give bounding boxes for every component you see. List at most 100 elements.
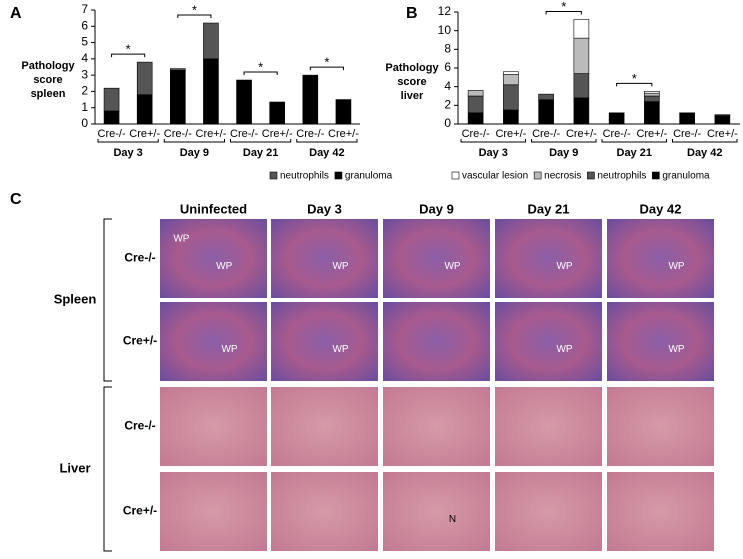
legend-label: granuloma (662, 171, 710, 182)
y-tick-label: 12 (438, 4, 452, 18)
bar-segment (335, 99, 352, 125)
group-bracket (230, 139, 292, 143)
histology-image (160, 219, 267, 298)
panel-label: C (10, 191, 22, 208)
histology-image (271, 387, 378, 466)
x-tick-label: Cre-/- (230, 128, 258, 140)
histology-image (607, 302, 714, 381)
histology-image (160, 387, 267, 466)
y-tick-label: 6 (444, 60, 451, 74)
group-label: Day 42 (687, 147, 722, 159)
bar-segment (103, 110, 120, 125)
x-tick-label: Cre-/- (164, 128, 192, 140)
y-axis-label: Pathology (385, 62, 439, 74)
histology-image (495, 219, 602, 298)
y-tick-label: 2 (444, 98, 451, 112)
histology-image (495, 302, 602, 381)
image-label: WP (221, 344, 237, 355)
histology-image (495, 387, 602, 466)
bar-segment (644, 92, 660, 97)
y-tick-label: 0 (81, 116, 88, 130)
bar-segment (203, 58, 219, 125)
x-tick-label: Cre-/- (532, 128, 560, 140)
y-axis-label: score (397, 76, 426, 88)
x-tick-label: Cre-/- (673, 128, 701, 140)
bar-segment (467, 112, 484, 125)
group-label: Day 9 (180, 147, 209, 159)
group-bracket (103, 218, 112, 382)
column-header: Day 42 (640, 201, 682, 216)
histology-image (383, 472, 490, 551)
histology-image (607, 219, 714, 298)
group-label: Day 42 (309, 147, 344, 159)
bar-segment (714, 115, 731, 125)
histology-image (271, 302, 378, 381)
x-tick-label: Cre+/- (707, 128, 738, 140)
image-label: WP (332, 344, 348, 355)
significance-label: * (561, 0, 566, 14)
legend-swatch (652, 171, 660, 180)
bar-segment (573, 19, 590, 39)
row-label: Cre+/- (123, 504, 157, 518)
y-tick-label: 4 (444, 79, 451, 93)
x-tick-label: Cre+/- (495, 128, 526, 140)
x-tick-label: Cre+/- (328, 128, 359, 140)
significance-bracket (177, 14, 212, 19)
significance-label: * (632, 71, 637, 86)
bar-segment (467, 90, 484, 97)
group-bracket (531, 139, 597, 143)
significance-label: * (258, 59, 263, 74)
bar-segment (679, 112, 695, 125)
x-tick-label: Cre-/- (462, 128, 490, 140)
legend-swatch (269, 171, 278, 180)
histology-image (383, 302, 490, 381)
y-axis-label: spleen (31, 88, 66, 100)
histology-image (607, 472, 714, 551)
image-label: WP (556, 261, 572, 272)
legend-swatch (334, 171, 343, 180)
bar-segment (714, 114, 731, 116)
bar-segment (538, 99, 554, 125)
group-label: Day 21 (243, 147, 278, 159)
group-label: Day 9 (549, 147, 578, 159)
bar-segment (136, 94, 153, 125)
significance-bracket (616, 82, 653, 87)
y-tick-label: 4 (81, 51, 88, 65)
bar-segment (573, 37, 590, 74)
bar-segment (503, 71, 519, 75)
image-label: WP (556, 344, 572, 355)
y-tick-label: 6 (81, 18, 88, 32)
histology-image (271, 219, 378, 298)
image-label: WP (216, 261, 232, 272)
y-tick-label: 3 (81, 67, 88, 81)
bar-segment (608, 112, 625, 125)
y-tick-label: 0 (444, 116, 451, 130)
y-tick-label: 10 (438, 23, 452, 37)
bar-segment (573, 97, 590, 125)
y-tick-label: 8 (444, 42, 451, 56)
group-label: Day 3 (113, 147, 142, 159)
image-label: WP (668, 344, 684, 355)
bar-segment (503, 109, 519, 125)
image-label: WP (668, 261, 684, 272)
y-tick-label: 7 (81, 2, 88, 16)
legend-label: neutrophils (597, 171, 646, 182)
x-tick-label: Cre-/- (296, 128, 324, 140)
x-tick-label: Cre+/- (636, 128, 667, 140)
legend-label: granuloma (345, 171, 393, 182)
x-tick-label: Cre+/- (566, 128, 597, 140)
x-tick-label: Cre+/- (129, 128, 160, 140)
legend-label: vascular lesion (462, 171, 528, 182)
row-label: Cre-/- (124, 419, 155, 433)
group-bracket (103, 386, 112, 552)
bar-segment (573, 73, 590, 99)
bar-segment (538, 93, 554, 101)
group-bracket (460, 139, 526, 143)
significance-label: * (192, 2, 197, 17)
group-bracket (672, 139, 738, 143)
image-label: N (449, 514, 456, 525)
group-label: Liver (59, 460, 90, 475)
legend-label: necrosis (544, 171, 581, 182)
legend-swatch (533, 171, 542, 180)
